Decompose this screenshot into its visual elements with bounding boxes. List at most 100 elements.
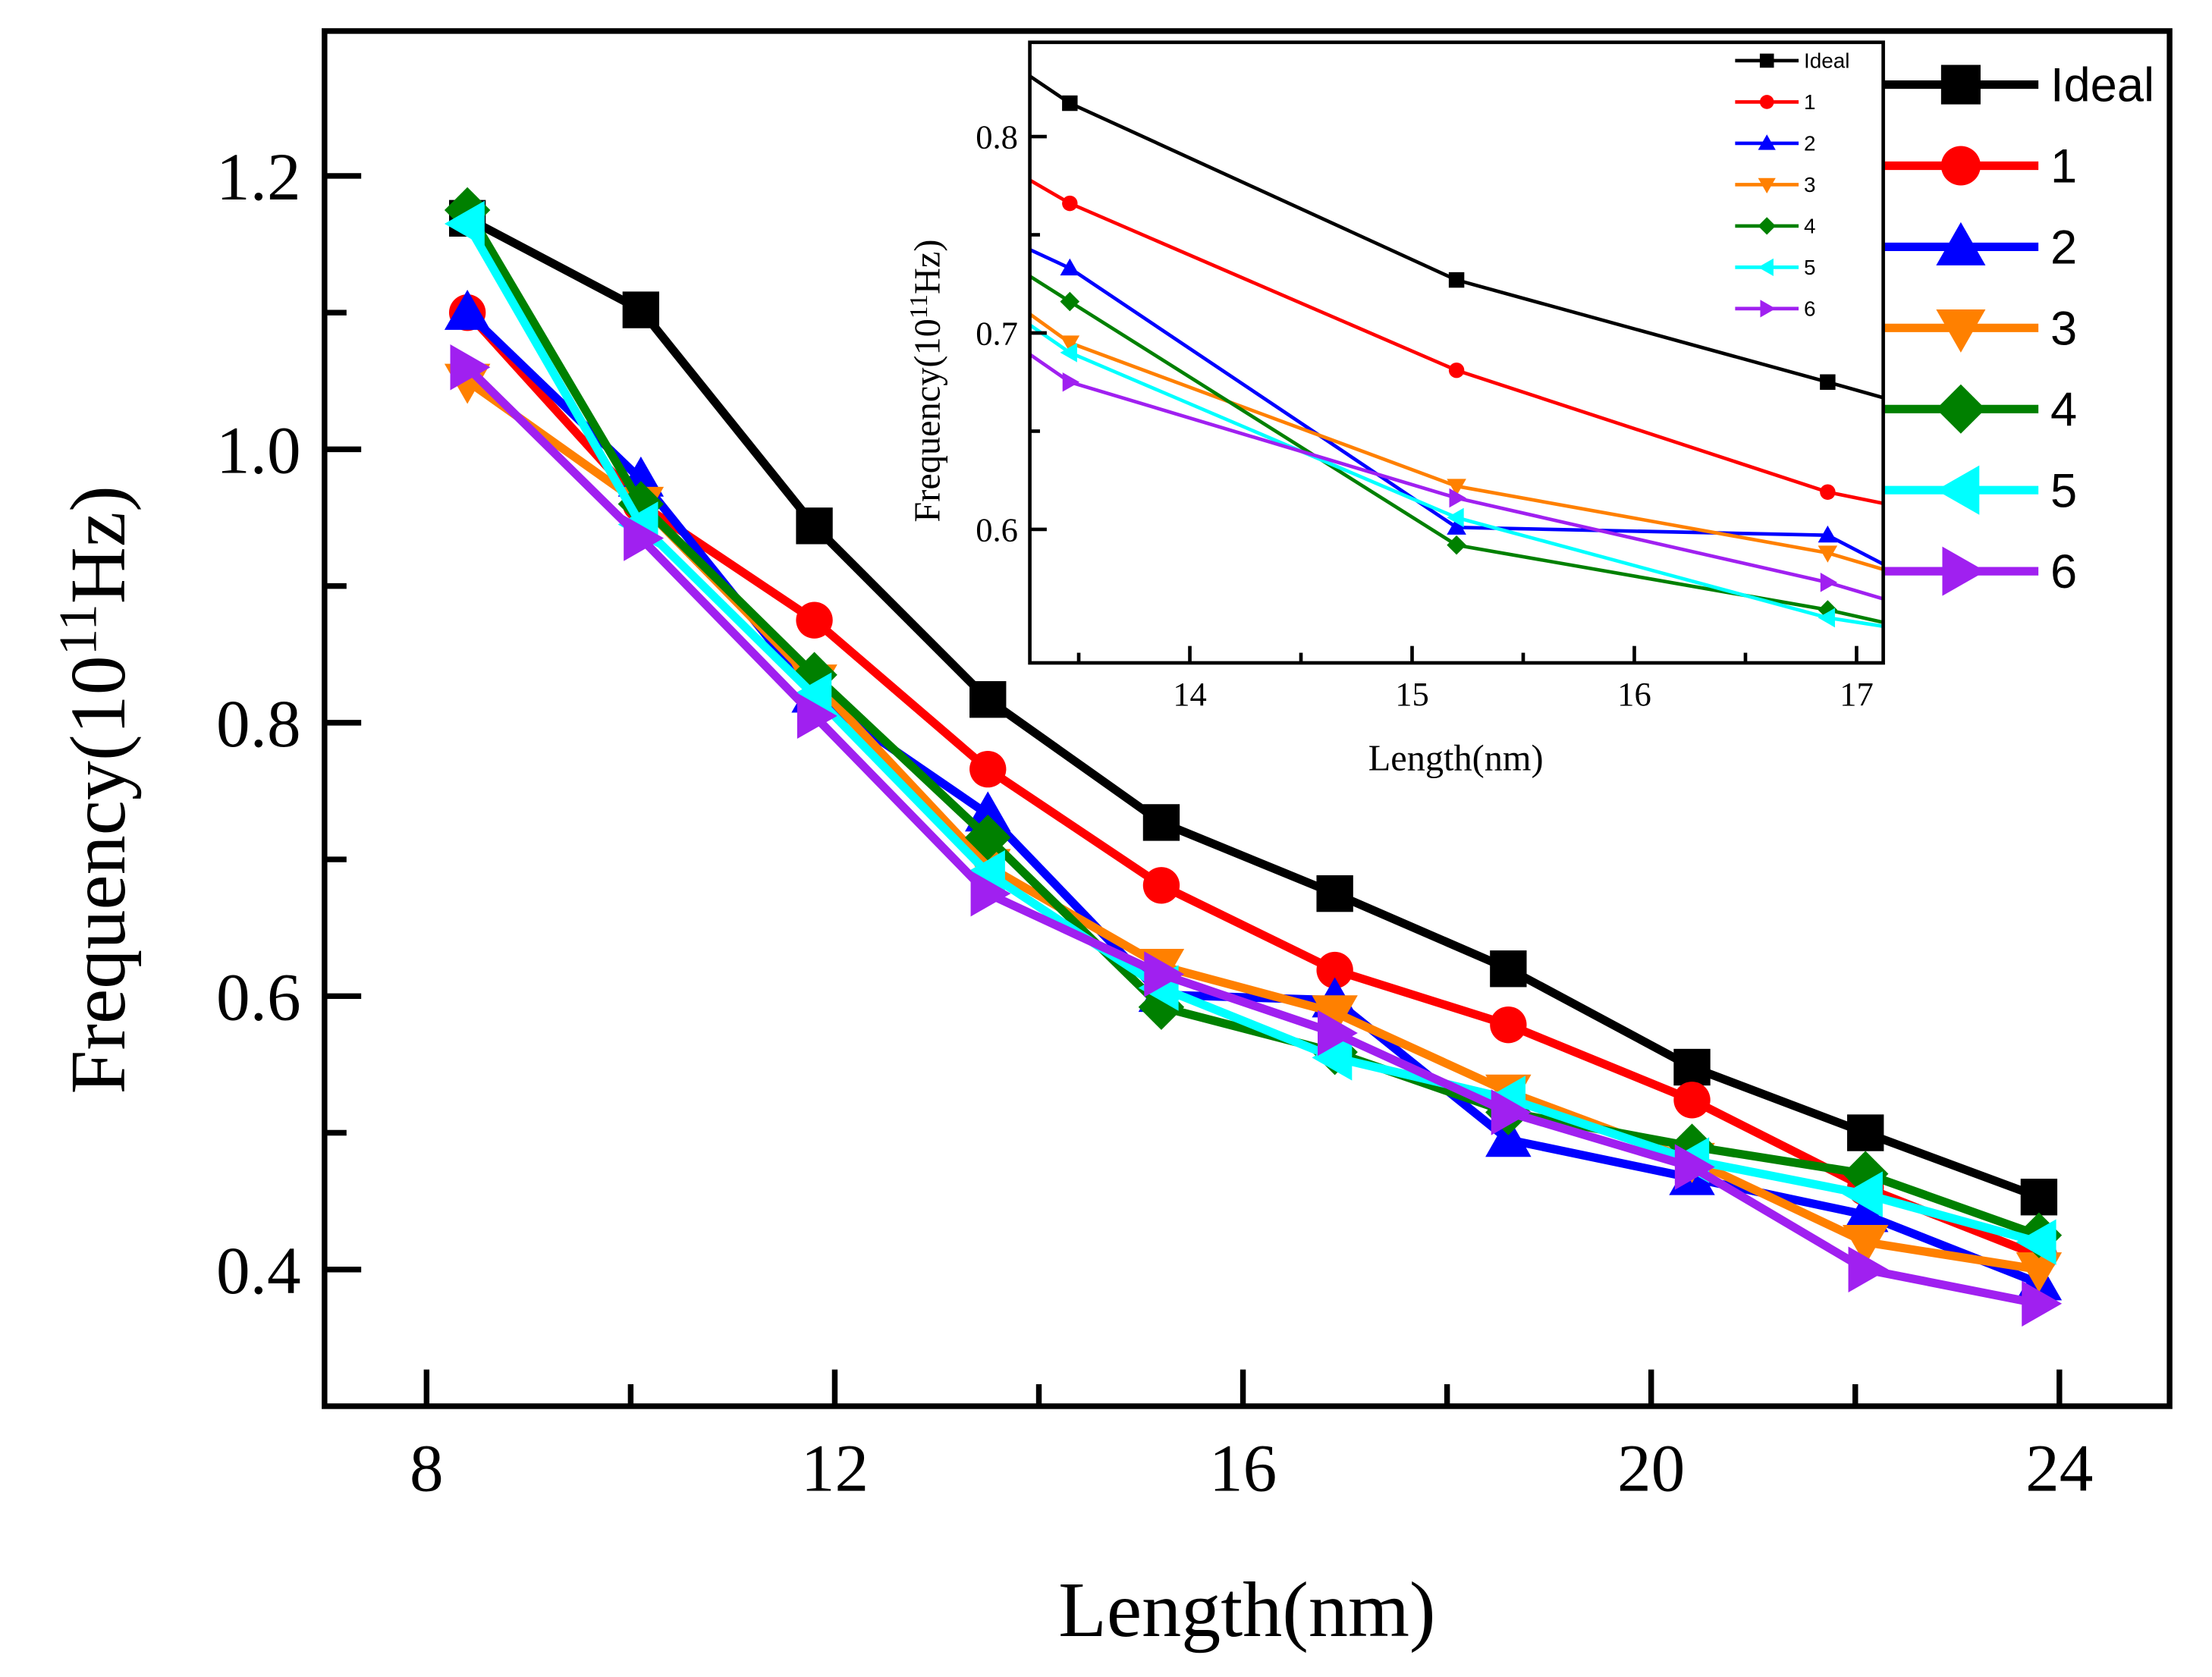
inset-data-point-1 (1820, 484, 1836, 500)
data-point-1 (1316, 951, 1353, 989)
inset-data-point-2 (1818, 525, 1838, 543)
inset-y-axis-label: Frequency(1011Hz) (905, 240, 948, 523)
data-point-1 (969, 750, 1007, 788)
inset-y-tick-label: 0.6 (976, 511, 1018, 549)
data-point-6 (970, 870, 1011, 917)
data-point-5 (791, 672, 832, 719)
inset-data-point-ideal (1820, 374, 1836, 390)
inset-data-point-2 (1447, 517, 1466, 535)
inset-data-point-5 (2202, 667, 2212, 686)
inset-legend-marker-3 (1758, 177, 1776, 194)
data-point-6 (2022, 1280, 2063, 1327)
x-tick-label: 20 (1617, 1431, 1685, 1506)
series-line-6 (464, 364, 2040, 1308)
inset-data-point-6 (2205, 686, 2212, 706)
legend-marker-5 (1936, 465, 1980, 515)
data-point-6 (450, 344, 491, 391)
series-line-1 (464, 309, 2041, 1260)
inset-plot-area (1029, 42, 1884, 663)
inset-data-point-3 (1060, 335, 1080, 353)
inset-legend-marker-6 (1760, 300, 1776, 318)
data-point-6 (1674, 1144, 1715, 1190)
data-point-ideal (796, 507, 833, 545)
inset-data-point-1 (1448, 362, 1465, 378)
inset-data-point-4 (2202, 686, 2212, 706)
inset-legend-label-3: 3 (1804, 173, 1816, 196)
data-point-ideal (1673, 1048, 1711, 1086)
x-tick-label: 16 (1209, 1431, 1277, 1506)
data-point-6 (1317, 1010, 1358, 1057)
legend-label-4: 4 (2050, 383, 2077, 436)
inset-legend-marker-ideal (1759, 53, 1774, 68)
inset-data-point-ideal (1062, 95, 1078, 111)
series-group (444, 187, 2063, 1327)
legend-marker-1 (1940, 146, 1981, 186)
x-tick-label: 24 (2025, 1431, 2093, 1506)
inset-data-point-3 (2202, 660, 2212, 677)
data-point-1 (1673, 1082, 1711, 1119)
inset-legend-label-ideal: Ideal (1804, 49, 1849, 73)
data-point-2 (1485, 1116, 1532, 1157)
data-point-4 (965, 815, 1011, 861)
legend-label-3: 3 (2050, 302, 2077, 355)
legend-marker-6 (1942, 546, 1986, 596)
inset-data-point-ideal (1448, 272, 1465, 288)
inset-axes-frame (1028, 40, 1885, 665)
data-point-1 (796, 601, 833, 639)
inset-data-point-2 (1060, 258, 1080, 276)
data-point-5 (444, 200, 485, 247)
data-point-5 (2016, 1219, 2056, 1265)
data-point-ideal (969, 681, 1007, 718)
inset-legend-marker-5 (1758, 258, 1774, 277)
y-tick-label: 0.6 (216, 960, 301, 1035)
data-point-1 (1142, 867, 1180, 904)
data-point-6 (1491, 1089, 1532, 1135)
inset-data-point-2 (2202, 726, 2212, 743)
data-point-5 (1842, 1171, 1883, 1217)
legend-marker-2 (1936, 221, 1986, 265)
x-tick-label: 12 (801, 1431, 869, 1506)
data-point-ideal (1142, 804, 1180, 841)
legend-label-1: 1 (2050, 140, 2077, 193)
inset-data-point-5 (1060, 343, 1077, 363)
x-tick-label: 8 (410, 1431, 444, 1506)
series-line-4 (463, 208, 2041, 1239)
legend-marker-4 (1936, 384, 1986, 434)
data-point-3 (1842, 1225, 1889, 1265)
x-axis-label: Length(nm) (1058, 1566, 1435, 1653)
data-point-6 (624, 515, 665, 561)
inset-data-point-ideal (2204, 482, 2212, 498)
inset-data-point-6 (1820, 573, 1838, 592)
data-point-ideal (1316, 875, 1353, 912)
inset-y-tick-label: 0.8 (976, 118, 1018, 156)
y-tick-label: 0.8 (216, 686, 301, 762)
data-point-5 (1312, 1035, 1353, 1081)
inset-x-axis-label: Length(nm) (1368, 738, 1544, 778)
data-point-6 (797, 692, 837, 740)
inset-legend-label-2: 2 (1804, 132, 1816, 155)
series-line-ideal (465, 214, 2041, 1201)
data-point-6 (1144, 951, 1185, 997)
inset-y-tick-label: 0.7 (976, 315, 1018, 353)
inset-legend-label-6: 6 (1804, 297, 1816, 321)
y-axis-label: Frequency(1011Hz) (49, 485, 142, 1094)
legend-label-5: 5 (2050, 464, 2077, 517)
legend-marker-ideal (1940, 64, 1981, 105)
data-point-2 (1842, 1192, 1889, 1233)
data-point-ideal (1847, 1114, 1884, 1151)
data-point-3 (2016, 1252, 2063, 1292)
legend: Ideal 1 2 3 4 5 6 (1883, 59, 2154, 598)
y-tick-label: 1.0 (216, 413, 301, 488)
data-point-3 (1312, 995, 1358, 1036)
inset-data-point-3 (1818, 545, 1838, 563)
inset-legend-marker-1 (1759, 95, 1774, 109)
inset-data-point-6 (1449, 488, 1466, 508)
inset-data-point-1 (2204, 563, 2212, 578)
series-line-5 (463, 221, 2041, 1247)
inset-data-point-6 (1062, 372, 1080, 392)
data-point-6 (1848, 1246, 1889, 1292)
inset-x-tick-label: 14 (1173, 675, 1207, 713)
data-point-ideal (2020, 1179, 2058, 1216)
